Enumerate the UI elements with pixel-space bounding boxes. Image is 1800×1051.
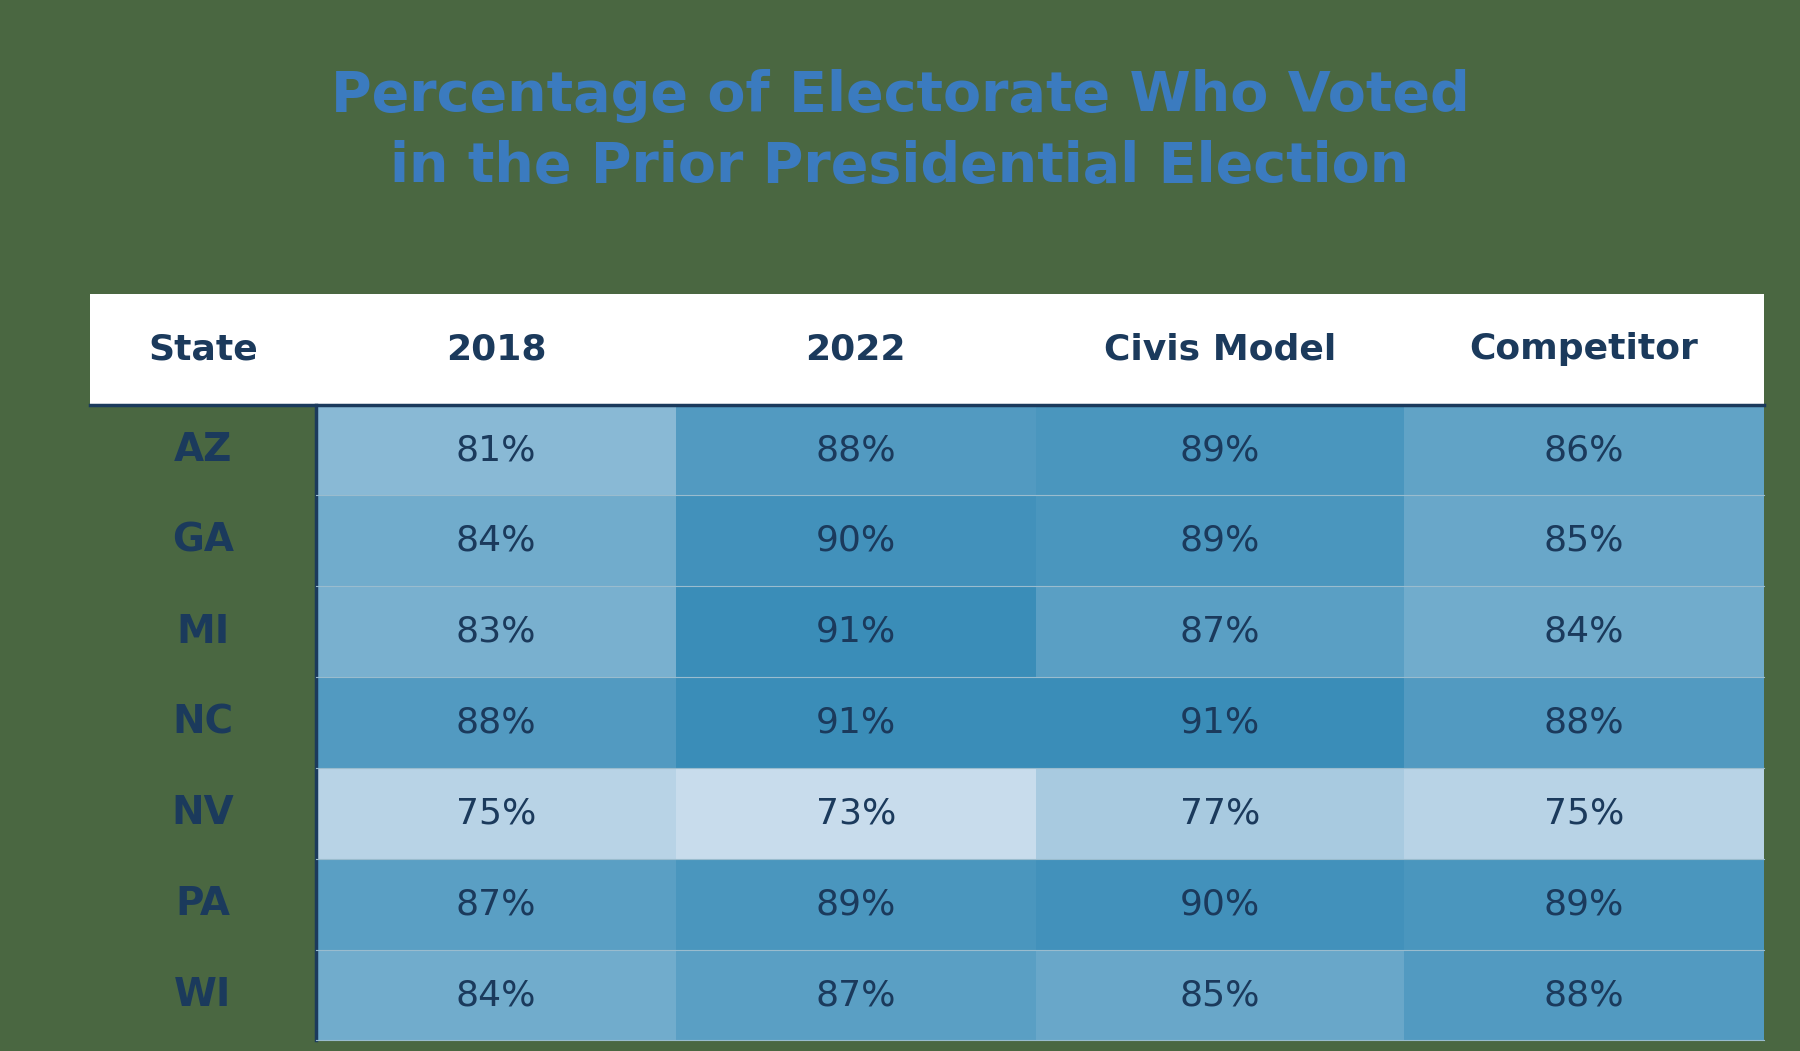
- Text: GA: GA: [173, 522, 234, 560]
- Text: 85%: 85%: [1179, 978, 1260, 1012]
- Bar: [675, 586, 1035, 677]
- Bar: [317, 768, 675, 859]
- Bar: [317, 586, 675, 677]
- Text: Civis Model: Civis Model: [1103, 332, 1336, 367]
- Text: 89%: 89%: [1544, 887, 1624, 922]
- Text: 91%: 91%: [815, 705, 896, 740]
- Text: State: State: [148, 332, 257, 367]
- Text: 88%: 88%: [815, 433, 896, 467]
- Text: Percentage of Electorate Who Voted
in the Prior Presidential Election: Percentage of Electorate Who Voted in th…: [331, 69, 1469, 193]
- Bar: [1404, 768, 1764, 859]
- Bar: [675, 405, 1035, 495]
- Bar: [675, 677, 1035, 768]
- Text: 91%: 91%: [1179, 705, 1260, 740]
- Bar: [317, 405, 675, 495]
- Bar: [1404, 677, 1764, 768]
- Text: AZ: AZ: [175, 431, 232, 469]
- Text: NV: NV: [171, 795, 234, 832]
- Text: WI: WI: [175, 976, 232, 1014]
- Bar: [1404, 950, 1764, 1040]
- Bar: [317, 677, 675, 768]
- Bar: [1404, 586, 1764, 677]
- Text: 89%: 89%: [815, 887, 896, 922]
- Bar: [1404, 495, 1764, 586]
- Text: 90%: 90%: [815, 523, 896, 558]
- Text: 86%: 86%: [1544, 433, 1624, 467]
- Text: 2022: 2022: [806, 332, 905, 367]
- Text: 88%: 88%: [1544, 978, 1624, 1012]
- Bar: [1035, 859, 1404, 950]
- Text: 90%: 90%: [1179, 887, 1260, 922]
- Text: 89%: 89%: [1179, 433, 1260, 467]
- Bar: [1035, 405, 1404, 495]
- Text: 88%: 88%: [455, 705, 536, 740]
- Text: 85%: 85%: [1544, 523, 1624, 558]
- Bar: [675, 859, 1035, 950]
- Text: MI: MI: [176, 613, 230, 651]
- Bar: [1404, 859, 1764, 950]
- Bar: [675, 495, 1035, 586]
- Text: 91%: 91%: [815, 615, 896, 648]
- Text: 73%: 73%: [815, 797, 896, 830]
- Bar: [1035, 495, 1404, 586]
- Text: PA: PA: [175, 885, 230, 923]
- Bar: [675, 950, 1035, 1040]
- Bar: [1035, 586, 1404, 677]
- Text: 77%: 77%: [1179, 797, 1260, 830]
- Bar: [1035, 677, 1404, 768]
- Text: 87%: 87%: [455, 887, 536, 922]
- Text: 83%: 83%: [455, 615, 536, 648]
- Text: 75%: 75%: [1544, 797, 1624, 830]
- Text: 87%: 87%: [1179, 615, 1260, 648]
- Bar: [1035, 950, 1404, 1040]
- Text: NC: NC: [173, 703, 234, 742]
- Text: 84%: 84%: [455, 978, 536, 1012]
- Text: 75%: 75%: [455, 797, 536, 830]
- Text: 81%: 81%: [455, 433, 536, 467]
- Text: 89%: 89%: [1179, 523, 1260, 558]
- Bar: [1035, 768, 1404, 859]
- Bar: [317, 495, 675, 586]
- Bar: [317, 950, 675, 1040]
- Text: 2018: 2018: [446, 332, 545, 367]
- Bar: [317, 859, 675, 950]
- Bar: [1404, 405, 1764, 495]
- Text: 88%: 88%: [1544, 705, 1624, 740]
- Text: 84%: 84%: [455, 523, 536, 558]
- Text: Competitor: Competitor: [1469, 332, 1699, 367]
- Bar: [675, 768, 1035, 859]
- Text: 87%: 87%: [815, 978, 896, 1012]
- Text: 84%: 84%: [1544, 615, 1624, 648]
